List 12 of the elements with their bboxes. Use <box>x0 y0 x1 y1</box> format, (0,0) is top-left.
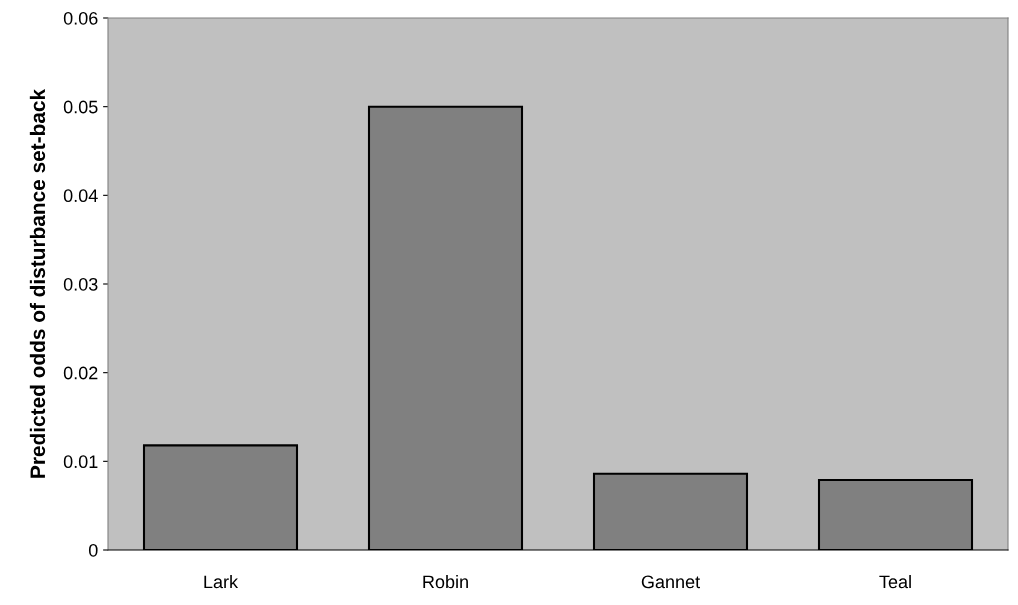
x-tick-label: Robin <box>423 575 468 589</box>
y-tick-label: 0.06 <box>63 11 98 25</box>
y-tick-label: 0.04 <box>63 189 98 203</box>
y-axis-title: Predicted odds of disturbance set-back <box>29 88 46 478</box>
x-tick-label: Teal <box>879 575 911 589</box>
y-tick-label: 0.03 <box>63 277 98 291</box>
y-tick-label: 0.05 <box>63 100 98 114</box>
y-tick-label: 0.02 <box>63 366 98 380</box>
y-tick-label: 0 <box>88 543 98 557</box>
y-tick-label: 0.01 <box>63 455 98 469</box>
x-tick-label: Lark <box>204 575 239 589</box>
x-tick-label: Gannet <box>641 575 700 589</box>
